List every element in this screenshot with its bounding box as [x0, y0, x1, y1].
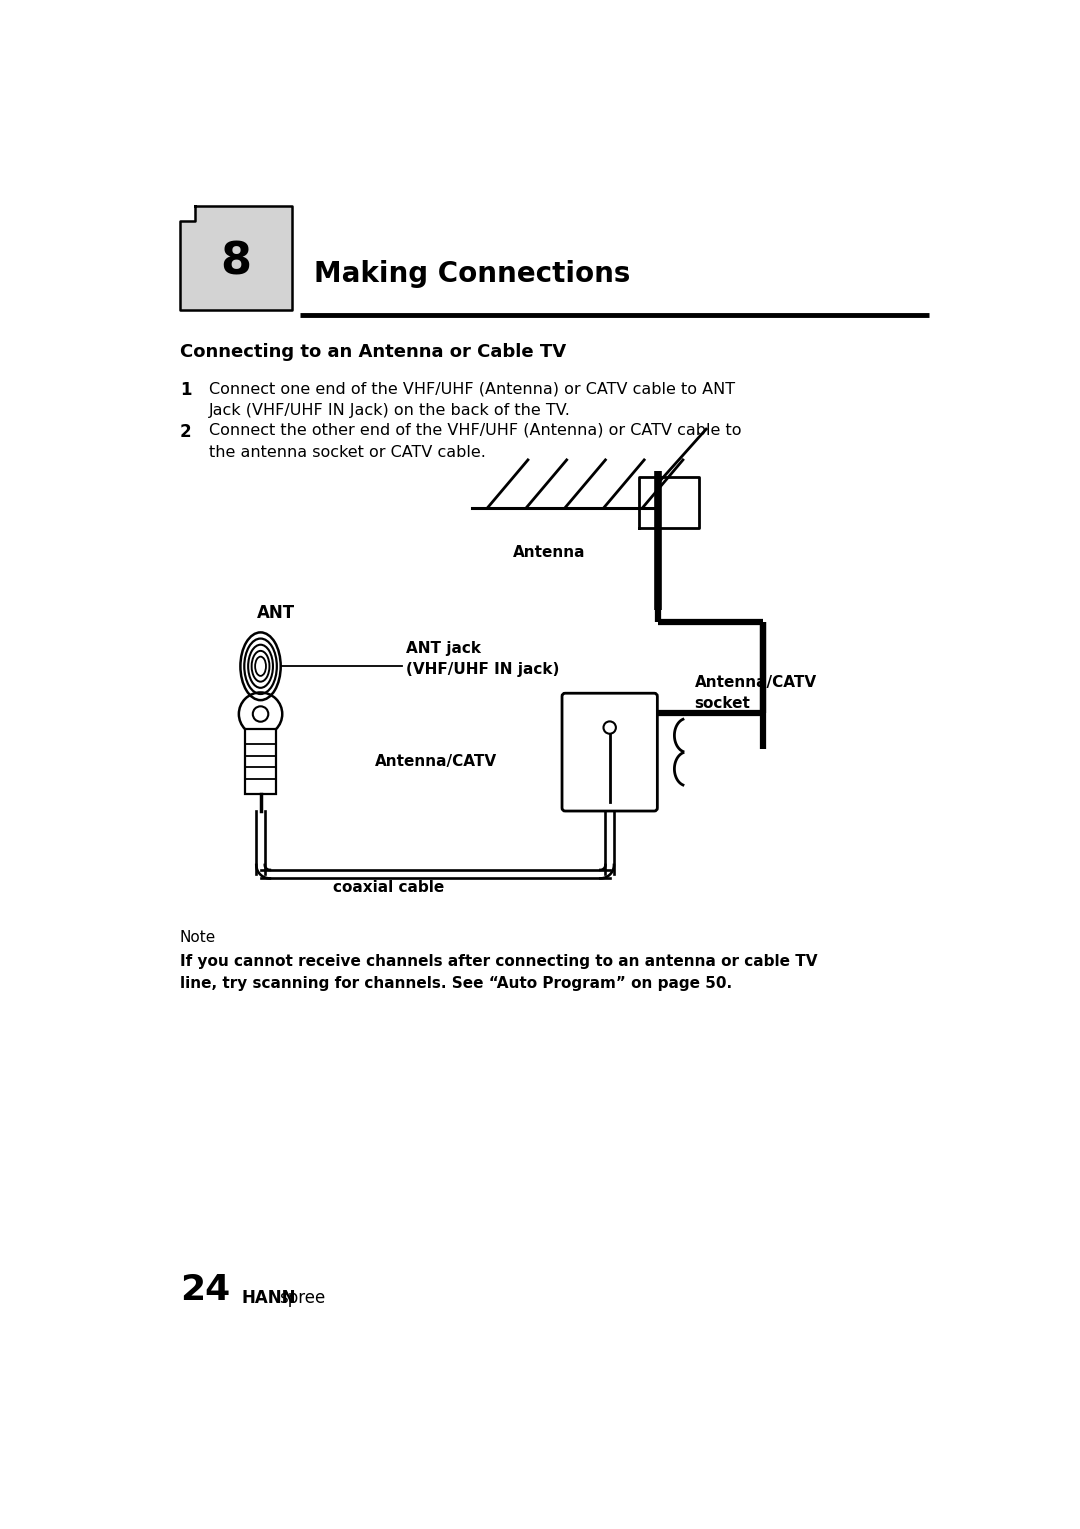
Text: If you cannot receive channels after connecting to an antenna or cable TV
line, : If you cannot receive channels after con…: [180, 954, 818, 991]
Text: Note: Note: [180, 930, 216, 945]
Text: Antenna: Antenna: [513, 544, 585, 560]
Text: ANT jack
(VHF/UHF IN jack): ANT jack (VHF/UHF IN jack): [406, 641, 559, 676]
Text: Antenna/CATV
socket: Antenna/CATV socket: [694, 674, 816, 711]
Text: 2: 2: [180, 424, 191, 440]
FancyBboxPatch shape: [562, 693, 658, 810]
Text: ANT: ANT: [257, 604, 295, 622]
Text: HANN: HANN: [242, 1289, 296, 1307]
Text: spree: spree: [279, 1289, 325, 1307]
Text: Connect the other end of the VHF/UHF (Antenna) or CATV cable to
the antenna sock: Connect the other end of the VHF/UHF (An…: [208, 424, 741, 460]
Text: 8: 8: [220, 240, 252, 283]
Text: Making Connections: Making Connections: [314, 260, 631, 287]
Text: Connect one end of the VHF/UHF (Antenna) or CATV cable to ANT
Jack (VHF/UHF IN J: Connect one end of the VHF/UHF (Antenna)…: [208, 381, 734, 417]
Text: coaxial cable: coaxial cable: [333, 881, 444, 896]
Polygon shape: [180, 206, 293, 310]
Text: Connecting to an Antenna or Cable TV: Connecting to an Antenna or Cable TV: [180, 342, 566, 361]
Text: Antenna/CATV: Antenna/CATV: [375, 754, 498, 769]
Text: 1: 1: [180, 381, 191, 399]
FancyBboxPatch shape: [245, 729, 276, 795]
Text: 24: 24: [180, 1274, 230, 1307]
